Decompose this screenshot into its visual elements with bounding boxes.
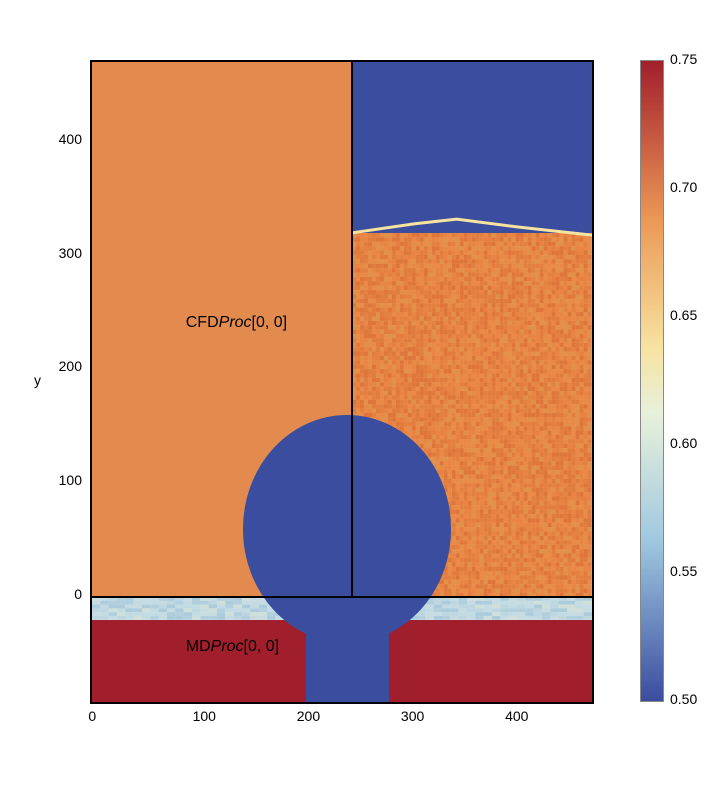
annotation-cfd-italic: Proc bbox=[219, 314, 252, 331]
interface-curve bbox=[92, 62, 592, 702]
y-tick-200: 200 bbox=[59, 358, 82, 374]
horizontal-divider bbox=[92, 596, 592, 598]
y-axis-label: y bbox=[34, 372, 41, 388]
x-tick-100: 100 bbox=[193, 708, 216, 724]
vertical-divider bbox=[351, 62, 353, 597]
x-tick-400: 400 bbox=[505, 708, 528, 724]
colorbar-tick-0.75: 0.75 bbox=[670, 51, 697, 67]
colorbar-tick-0.55: 0.55 bbox=[670, 563, 697, 579]
y-tick-400: 400 bbox=[59, 131, 82, 147]
y-tick-100: 100 bbox=[59, 472, 82, 488]
annotation-cfd: CFDProc[0, 0] bbox=[186, 314, 287, 332]
colorbar-tick-0.60: 0.60 bbox=[670, 435, 697, 451]
annotation-md: MDProc[0, 0] bbox=[186, 638, 279, 656]
annotation-md-italic: Proc bbox=[211, 638, 244, 655]
annotation-cfd-suffix: [0, 0] bbox=[252, 314, 288, 331]
x-tick-300: 300 bbox=[401, 708, 424, 724]
heatmap-plot: CFDProc[0, 0]MDProc[0, 0] bbox=[90, 60, 594, 704]
colorbar-tick-0.50: 0.50 bbox=[670, 691, 697, 707]
colorbar-tick-0.70: 0.70 bbox=[670, 179, 697, 195]
x-tick-0: 0 bbox=[88, 708, 96, 724]
annotation-md-suffix: [0, 0] bbox=[244, 638, 280, 655]
y-tick-300: 300 bbox=[59, 245, 82, 261]
y-tick-0: 0 bbox=[74, 586, 82, 602]
x-tick-200: 200 bbox=[297, 708, 320, 724]
colorbar-tick-0.65: 0.65 bbox=[670, 307, 697, 323]
colorbar bbox=[640, 60, 664, 702]
annotation-md-prefix: MD bbox=[186, 638, 211, 655]
annotation-cfd-prefix: CFD bbox=[186, 314, 219, 331]
colorbar-gradient bbox=[641, 61, 663, 701]
